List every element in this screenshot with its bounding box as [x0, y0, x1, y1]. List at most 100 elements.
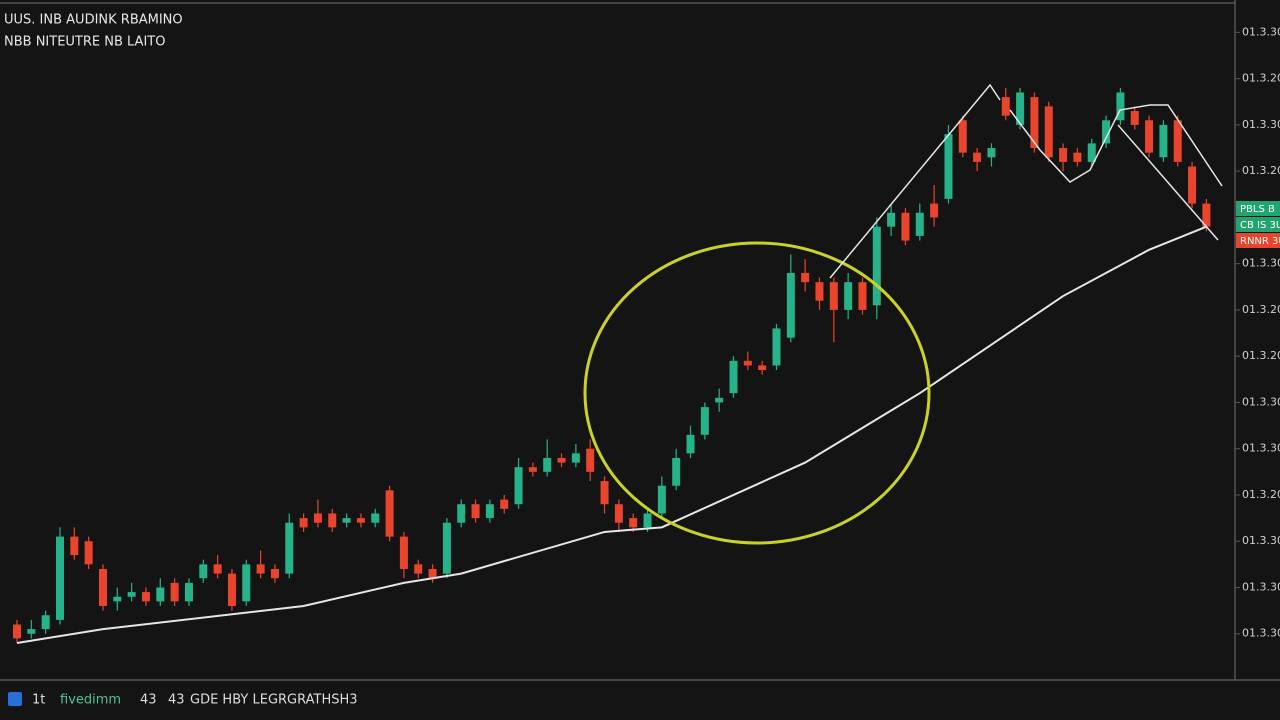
price-tag — [1236, 233, 1280, 248]
candle-body — [958, 120, 967, 153]
candle-body — [571, 453, 580, 463]
y-tick-label: 01.3.20 — [1242, 349, 1280, 362]
trend-line — [1009, 104, 1223, 187]
price-tag — [1236, 201, 1280, 216]
candle-body — [242, 564, 251, 602]
candle-body — [1102, 120, 1111, 144]
candle-body — [586, 448, 595, 472]
y-tick-label: 01.3.20 — [1242, 488, 1280, 501]
trend-line — [1117, 124, 1219, 241]
candle-body — [1016, 92, 1025, 125]
candle-body — [13, 624, 21, 639]
y-tick-label: 01.3.30 — [1242, 25, 1280, 38]
candle-body — [772, 328, 781, 366]
y-tick-label: 01.3.30 — [1242, 118, 1280, 131]
candle-body — [944, 134, 953, 199]
candle-body — [141, 592, 150, 602]
candle-body — [614, 504, 623, 523]
candle-body — [729, 360, 738, 394]
price-tag-label: CB IS 3U — [1240, 220, 1280, 231]
candle-body — [829, 282, 838, 310]
footer-item[interactable]: 43 — [168, 693, 185, 708]
candle-body — [184, 582, 193, 602]
candle-body — [1130, 111, 1139, 125]
candle-body — [328, 513, 337, 528]
candle-body — [41, 615, 50, 630]
candle-body — [1202, 203, 1211, 227]
candle-body — [256, 564, 265, 574]
candle-body — [600, 481, 609, 505]
footer-item[interactable]: fivedimm — [60, 693, 121, 708]
candle-body — [1116, 92, 1125, 121]
candle-body — [1001, 97, 1010, 116]
candle-body — [471, 504, 480, 519]
candle-body — [55, 536, 64, 620]
price-tag-label: PBLS B — [1240, 204, 1275, 215]
candle-body — [557, 457, 566, 463]
candle-body — [84, 541, 93, 565]
candle-body — [815, 282, 824, 301]
candle-body — [342, 518, 351, 523]
y-tick-label: 01.3.20 — [1242, 72, 1280, 85]
candle-body — [629, 518, 638, 528]
candle-body — [399, 536, 408, 569]
candle-body — [973, 152, 982, 162]
candle-body — [199, 564, 208, 579]
candle-body — [299, 518, 308, 528]
y-tick-label: 01.3.30 — [1242, 257, 1280, 270]
candle-body — [70, 536, 79, 556]
candle-body — [930, 203, 939, 218]
candle-body — [643, 513, 652, 528]
y-tick-label: 01.3.30 — [1242, 580, 1280, 593]
candle-body — [414, 564, 423, 574]
footer-item[interactable]: GDE HBY LEGRGRATHSH3 — [190, 693, 358, 708]
moving-average — [16, 225, 1207, 644]
candle-body — [528, 467, 537, 472]
candle-body — [887, 212, 896, 227]
y-tick-label: 01.3.30 — [1242, 627, 1280, 640]
y-tick-label: 01.3.30 — [1242, 534, 1280, 547]
candle-body — [915, 212, 924, 236]
candle-body — [98, 568, 107, 606]
footer-bar — [0, 684, 1280, 720]
candle-body — [1159, 124, 1168, 158]
candle-body — [758, 365, 767, 371]
candle-body — [743, 360, 752, 366]
plot: 01.3.30 01.3.20 01.3.30 01.3.20 01.3.30 01.3.… — [13, 25, 1280, 644]
footer-item[interactable]: 43 — [140, 693, 157, 708]
candle-body — [1087, 143, 1096, 162]
y-tick-label: 01.3.30 — [1242, 395, 1280, 408]
candle-body — [543, 457, 552, 472]
y-tick-label: 01.3.30 — [1242, 442, 1280, 455]
footer-item[interactable]: 1t — [32, 693, 45, 708]
candle-body — [1173, 120, 1182, 162]
candle-body — [428, 568, 437, 579]
candle-body — [170, 582, 179, 602]
candle-body — [657, 485, 666, 514]
candle-body — [113, 596, 122, 602]
footer-icon — [8, 692, 22, 706]
candle-body — [872, 226, 881, 306]
candle-body — [715, 397, 724, 403]
candle-body — [500, 499, 509, 509]
y-tick-label: 01.3.20 — [1242, 164, 1280, 177]
candle-body — [1145, 120, 1154, 153]
y-tick-label: 01.3.20 — [1242, 303, 1280, 316]
candle-body — [227, 573, 236, 606]
price-tag — [1236, 217, 1280, 232]
candle-body — [1188, 166, 1197, 204]
candle-body — [385, 490, 394, 537]
candle-body — [801, 272, 810, 283]
candle-body — [213, 564, 222, 574]
candle-body — [786, 272, 795, 338]
candle-body — [901, 212, 910, 241]
highlight-ellipse — [583, 241, 931, 545]
candle-body — [27, 629, 36, 634]
header-title: UUS. INB AUDINK RBAMINO — [4, 13, 183, 28]
trend-line — [829, 83, 1001, 279]
candle-body — [1059, 148, 1068, 162]
candle-body — [700, 407, 709, 435]
candle-body — [686, 434, 695, 454]
